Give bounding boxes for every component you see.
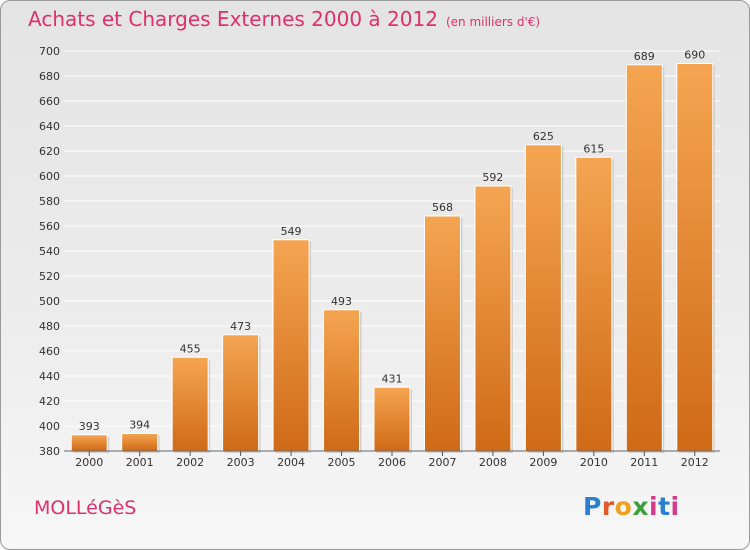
bar-2007 — [423, 215, 461, 452]
bar-2012 — [676, 63, 714, 452]
chart-unit: (en milliers d'€) — [445, 15, 541, 29]
y-tick-label: 540 — [39, 245, 60, 258]
y-tick-label: 500 — [39, 295, 60, 308]
value-label: 568 — [432, 201, 453, 214]
value-label: 689 — [634, 50, 655, 63]
bar-2002 — [171, 356, 209, 452]
x-tick-label: 2009 — [529, 456, 557, 469]
x-tick-label: 2005 — [328, 456, 356, 469]
value-label: 473 — [230, 320, 251, 333]
y-tick-label: 480 — [39, 320, 60, 333]
logo-letter-i: i — [649, 492, 659, 521]
y-tick-label: 560 — [39, 220, 60, 233]
value-label: 394 — [129, 419, 150, 432]
y-tick-label: 640 — [39, 120, 60, 133]
bar-2004 — [272, 239, 310, 452]
value-label: 615 — [583, 142, 604, 155]
y-tick-label: 620 — [39, 145, 60, 158]
proxiti-logo: Proxiti — [583, 492, 680, 521]
logo-letter-o: o — [614, 492, 633, 521]
y-tick-label: 520 — [39, 270, 60, 283]
y-tick-label: 380 — [39, 445, 60, 458]
x-tick-label: 2006 — [378, 456, 406, 469]
y-tick-label: 600 — [39, 170, 60, 183]
bars — [70, 63, 715, 453]
y-tick-label: 420 — [39, 395, 60, 408]
bar-2000 — [70, 434, 108, 452]
bar-2003 — [222, 334, 260, 452]
chart-title: Achats et Charges Externes 2000 à 2012 (e… — [28, 7, 540, 31]
logo-letter-i2: i — [670, 492, 680, 521]
bar-2008 — [474, 185, 512, 452]
x-tick-label: 2004 — [277, 456, 305, 469]
y-tick-label: 680 — [39, 70, 60, 83]
commune-name: MOLLéGèS — [34, 497, 137, 519]
y-tick-label: 660 — [39, 95, 60, 108]
value-label: 592 — [482, 171, 503, 184]
value-label: 690 — [684, 49, 705, 62]
x-tick-label: 2011 — [630, 456, 658, 469]
x-tick-label: 2001 — [126, 456, 154, 469]
logo-letter-p: P — [583, 492, 602, 521]
y-axis-ticks: 380 400 420 440 460 480 500 520 540 560 580 600 620 6… — [39, 45, 60, 458]
logo-letter-x: x — [632, 492, 649, 521]
chart-title-text: Achats et Charges Externes 2000 à 2012 — [28, 7, 438, 31]
bar-2001 — [121, 433, 159, 452]
bar-2006 — [373, 386, 411, 452]
logo-letter-r: r — [601, 492, 615, 521]
value-label: 625 — [533, 130, 554, 143]
value-label: 455 — [180, 342, 201, 355]
bar-2010 — [575, 156, 613, 452]
y-tick-label: 440 — [39, 370, 60, 383]
value-labels: 393 394 455 473 549 493 431 568 592 625 615 689 690 — [79, 49, 706, 433]
x-tick-label: 2008 — [479, 456, 507, 469]
x-tick-label: 2002 — [176, 456, 204, 469]
value-label: 493 — [331, 295, 352, 308]
x-tick-label: 2003 — [227, 456, 255, 469]
x-tick-label: 2010 — [580, 456, 608, 469]
bar-2005 — [323, 309, 361, 452]
value-label: 549 — [281, 225, 302, 238]
x-tick-label: 2000 — [75, 456, 103, 469]
bar-2011 — [625, 64, 663, 452]
logo-letter-t: t — [658, 492, 671, 521]
x-tick-label: 2012 — [681, 456, 709, 469]
value-label: 431 — [382, 372, 403, 385]
y-tick-label: 580 — [39, 195, 60, 208]
y-tick-label: 700 — [39, 45, 60, 58]
x-tick-label: 2007 — [428, 456, 456, 469]
x-axis-ticks: 2000 2001 2002 2003 2004 2005 2006 2007 2008 2009… — [75, 451, 709, 469]
y-tick-label: 400 — [39, 420, 60, 433]
value-label: 393 — [79, 420, 100, 433]
bar-2009 — [524, 144, 562, 452]
y-tick-label: 460 — [39, 345, 60, 358]
